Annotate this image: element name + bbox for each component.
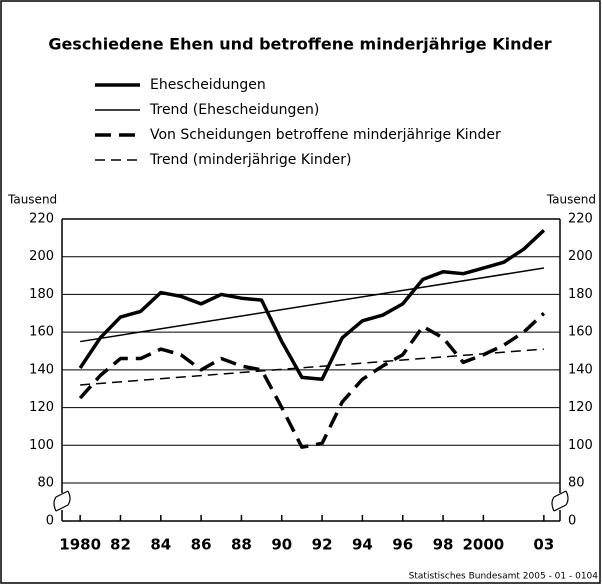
y-axis-label: Tausend: [7, 193, 57, 207]
series-line: [80, 267, 544, 343]
y-tick-label: 200: [29, 249, 54, 264]
x-tick-label: 84: [150, 536, 171, 554]
y2-tick-label: 220: [568, 212, 593, 227]
y2-tick-label: 80: [568, 476, 585, 491]
legend-label: Trend (minderjährige Kinder): [149, 152, 351, 168]
legend-label: Von Scheidungen betroffene minderjährige…: [150, 127, 501, 143]
y2-tick-label: 0: [568, 514, 576, 529]
legend-label: Ehescheidungen: [150, 77, 266, 93]
y2-axis-label: Tausend: [546, 193, 596, 207]
y-tick-label: 0: [46, 514, 54, 529]
x-tick-label: 2000: [463, 536, 505, 554]
y-tick-label: 160: [29, 325, 54, 340]
axis-break: [53, 490, 71, 512]
x-tick-label: 1980: [59, 536, 101, 554]
series-line: [78, 312, 546, 449]
chart-title: Geschiedene Ehen und betroffene minderjä…: [48, 35, 551, 54]
y2-tick-label: 200: [568, 249, 593, 264]
y2-tick-label: 140: [568, 362, 593, 377]
x-tick-label: 03: [533, 536, 554, 554]
axis-break: [551, 490, 569, 512]
x-tick-label: 92: [312, 536, 333, 554]
source: Statistisches Bundesamt 2005 - 01 - 0104: [409, 572, 599, 582]
y-tick-label: 120: [29, 400, 54, 415]
x-tick-label: 96: [392, 536, 413, 554]
y2-tick-label: 120: [568, 400, 593, 415]
y-tick-label: 180: [29, 287, 54, 302]
y2-tick-label: 160: [568, 325, 593, 340]
x-tick-label: 82: [110, 536, 131, 554]
y-tick-label: 100: [29, 438, 54, 453]
series-line: [80, 348, 544, 386]
x-tick-label: 98: [433, 536, 454, 554]
y-tick-label: 140: [29, 362, 54, 377]
x-tick-label: 94: [352, 536, 373, 554]
x-tick-label: 90: [271, 536, 292, 554]
x-tick-label: 86: [191, 536, 212, 554]
legend-label: Trend (Ehescheidungen): [149, 102, 319, 118]
y-tick-label: 220: [29, 212, 54, 227]
y2-tick-label: 100: [568, 438, 593, 453]
x-tick-label: 88: [231, 536, 252, 554]
y2-tick-label: 180: [568, 287, 593, 302]
series-line: [78, 229, 546, 382]
y-tick-label: 80: [37, 476, 54, 491]
